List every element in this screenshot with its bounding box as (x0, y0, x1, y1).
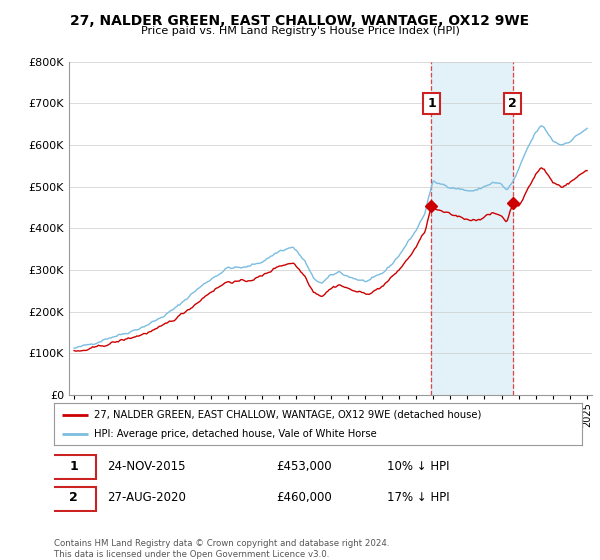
Text: 2: 2 (508, 97, 517, 110)
Text: 24-NOV-2015: 24-NOV-2015 (107, 460, 185, 473)
Text: 27-AUG-2020: 27-AUG-2020 (107, 491, 185, 505)
Text: Contains HM Land Registry data © Crown copyright and database right 2024.
This d: Contains HM Land Registry data © Crown c… (54, 539, 389, 559)
Text: £453,000: £453,000 (276, 460, 331, 473)
Text: Price paid vs. HM Land Registry's House Price Index (HPI): Price paid vs. HM Land Registry's House … (140, 26, 460, 36)
Text: 17% ↓ HPI: 17% ↓ HPI (386, 491, 449, 505)
FancyBboxPatch shape (52, 487, 96, 511)
Bar (431, 62, 512, 395)
Text: 27, NALDER GREEN, EAST CHALLOW, WANTAGE, OX12 9WE (detached house): 27, NALDER GREEN, EAST CHALLOW, WANTAGE,… (94, 409, 481, 419)
FancyBboxPatch shape (52, 455, 96, 479)
Text: 10% ↓ HPI: 10% ↓ HPI (386, 460, 449, 473)
Text: 1: 1 (69, 460, 78, 473)
Text: £460,000: £460,000 (276, 491, 332, 505)
Text: 1: 1 (427, 97, 436, 110)
Text: 2: 2 (69, 491, 78, 505)
Text: HPI: Average price, detached house, Vale of White Horse: HPI: Average price, detached house, Vale… (94, 429, 376, 439)
Text: 27, NALDER GREEN, EAST CHALLOW, WANTAGE, OX12 9WE: 27, NALDER GREEN, EAST CHALLOW, WANTAGE,… (70, 14, 530, 28)
